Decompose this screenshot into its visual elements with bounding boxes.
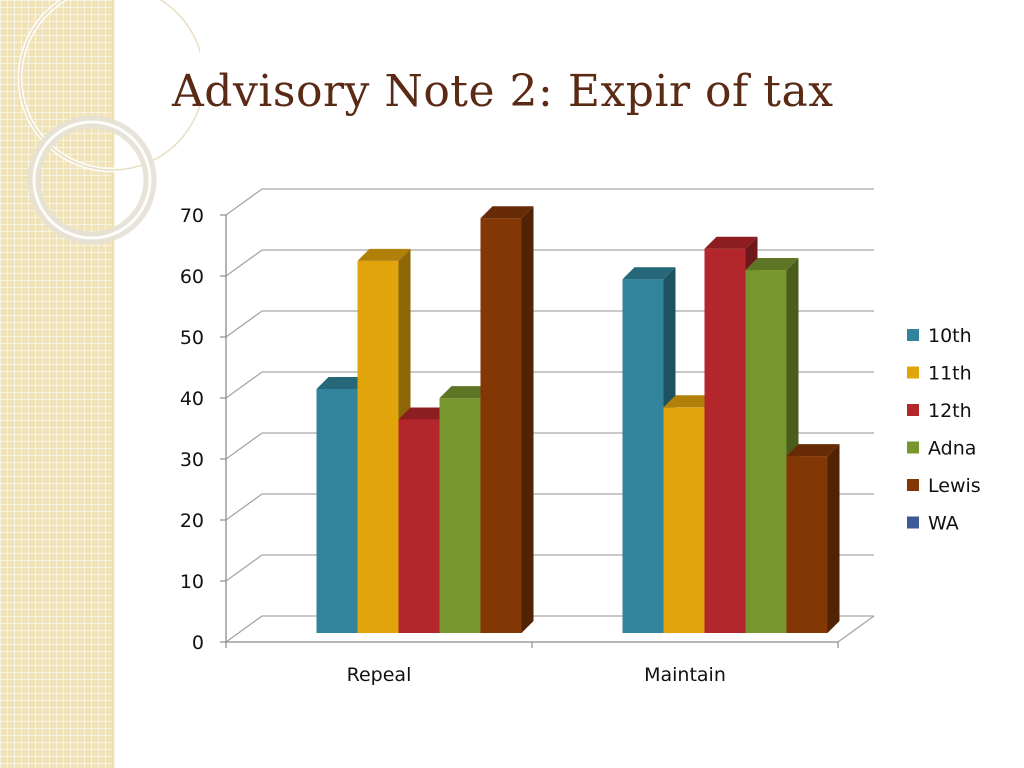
bar-top: [316, 377, 370, 389]
decorative-rings: [17, 0, 200, 245]
y-tick-label: 70: [180, 205, 204, 227]
x-tick-label: Maintain: [644, 664, 726, 686]
y-tick-label: 50: [180, 327, 204, 349]
bar: [316, 389, 358, 633]
legend-swatch: [907, 366, 919, 379]
floor-edge: [837, 615, 875, 643]
bar: [663, 407, 705, 633]
bar: [745, 270, 787, 633]
bar: [786, 456, 828, 633]
bar: [357, 260, 399, 633]
bar-side: [521, 206, 534, 633]
legend-label: Lewis: [928, 475, 981, 497]
slide-title: Advisory Note 2: Expir of tax: [172, 66, 834, 117]
bar-side: [827, 444, 840, 633]
gridline-side: [225, 432, 263, 460]
legend-label: Adna: [928, 438, 976, 460]
bar-top: [622, 267, 676, 280]
legend-label: WA: [928, 513, 959, 535]
gridline-side: [225, 371, 263, 399]
gridline-side: [225, 493, 263, 521]
bar-top: [357, 248, 411, 261]
gridline-side: [225, 188, 263, 216]
bar: [398, 419, 440, 633]
bar: [480, 218, 522, 633]
bar-top: [480, 206, 534, 219]
y-tick-label: 60: [180, 266, 204, 288]
bar-top: [398, 407, 452, 420]
y-tick-label: 30: [180, 449, 204, 471]
y-tick-label: 40: [180, 388, 204, 410]
legend-swatch: [907, 329, 919, 341]
bar: [622, 279, 664, 633]
gridline-side: [225, 554, 263, 582]
x-tick-label: Repeal: [347, 664, 412, 686]
legend-swatch: [907, 516, 919, 529]
y-tick-label: 0: [192, 632, 204, 654]
bar-top: [439, 386, 493, 399]
y-tick-label: 10: [180, 571, 204, 593]
bar-top: [786, 444, 840, 457]
gridline-side: [225, 615, 263, 643]
bar: [439, 398, 481, 633]
bar-top: [704, 236, 758, 249]
y-tick-label: 20: [180, 510, 204, 532]
gridline-side: [225, 249, 263, 277]
legend-label: 10th: [928, 325, 972, 347]
bar-top: [663, 395, 717, 408]
legend-swatch: [907, 479, 919, 491]
legend-swatch: [907, 441, 919, 454]
legend-swatch: [907, 404, 919, 416]
bar-top: [745, 258, 799, 271]
gridline-side: [225, 310, 263, 338]
legend-label: 12th: [928, 400, 972, 422]
side-panel-edge: [112, 0, 115, 768]
bar: [704, 248, 746, 633]
legend-label: 11th: [928, 363, 972, 385]
